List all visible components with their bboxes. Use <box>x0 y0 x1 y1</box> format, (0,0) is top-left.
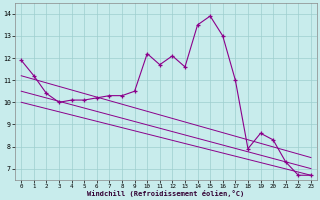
X-axis label: Windchill (Refroidissement éolien,°C): Windchill (Refroidissement éolien,°C) <box>87 190 245 197</box>
